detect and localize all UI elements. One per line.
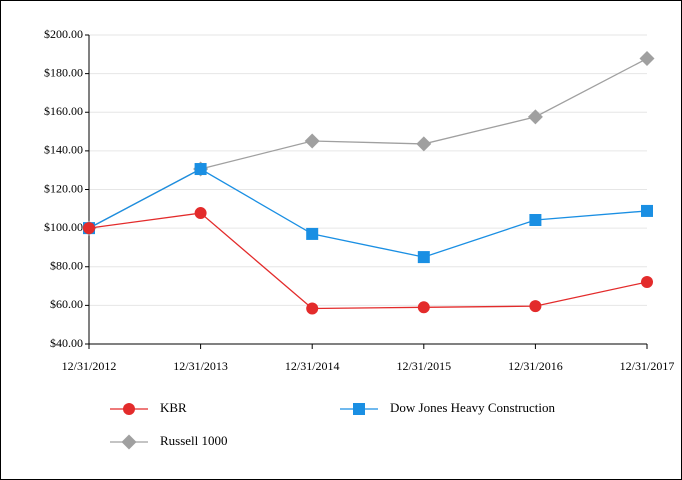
y-tick-label: $80.00 [50, 259, 83, 273]
marker [527, 109, 543, 125]
y-tick-label: $60.00 [50, 297, 83, 311]
series-line [88, 212, 648, 310]
y-tick-label: $160.00 [44, 104, 83, 118]
legend-label: KBR [160, 400, 187, 415]
x-tick-label: 12/31/2015 [396, 359, 451, 373]
marker [83, 222, 95, 235]
y-tick-label: $180.00 [44, 65, 83, 79]
marker [416, 136, 432, 152]
marker [194, 207, 207, 220]
marker [353, 403, 365, 415]
marker [304, 133, 320, 149]
y-tick-label: $140.00 [44, 143, 83, 157]
legend-label: Dow Jones Heavy Construction [390, 400, 556, 415]
legend-label: Russell 1000 [160, 433, 228, 448]
marker [529, 214, 542, 227]
y-tick-label: $100.00 [44, 220, 83, 234]
marker [639, 51, 655, 67]
x-tick-label: 12/31/2012 [62, 359, 117, 373]
marker [529, 300, 542, 313]
marker [417, 301, 430, 314]
legend: KBR Dow Jones Heavy Construction Russell 1… [110, 400, 556, 450]
x-tick-label: 12/31/2017 [620, 359, 675, 373]
marker [306, 302, 319, 315]
marker [417, 251, 430, 264]
y-tick-label: $120.00 [44, 181, 83, 195]
marker [641, 276, 653, 289]
y-tick-label: $40.00 [50, 336, 83, 350]
x-tick-label: 12/31/2016 [508, 359, 563, 373]
marker [123, 403, 135, 415]
y-tick-label: $200.00 [44, 27, 83, 41]
marker [306, 227, 319, 240]
marker [194, 163, 207, 176]
marker [641, 204, 653, 217]
x-tick-label: 12/31/2014 [285, 359, 340, 373]
x-tick-label: 12/31/2013 [173, 359, 228, 373]
marker [121, 434, 137, 450]
series-line [88, 168, 648, 258]
